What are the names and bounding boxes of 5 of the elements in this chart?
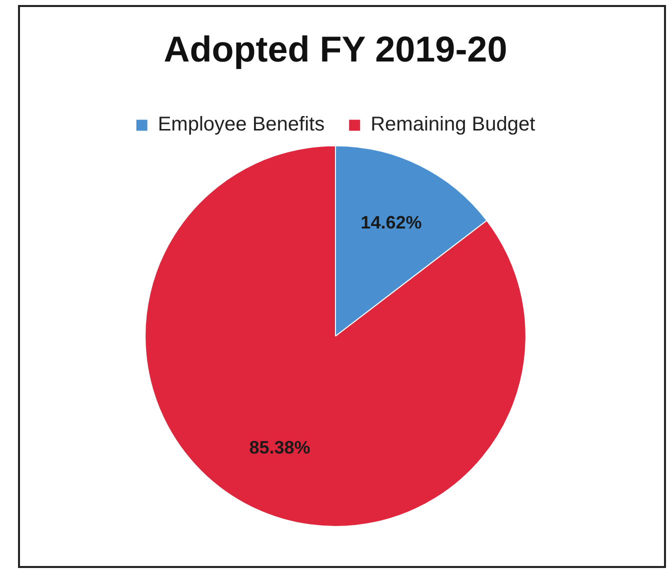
- legend-label: Remaining Budget: [370, 114, 536, 136]
- legend-label: Employee Benefits: [158, 114, 325, 136]
- data-label: 85.38%: [249, 438, 310, 458]
- data-label: 14.62%: [360, 212, 422, 232]
- chart-title: Adopted FY 2019-20: [164, 28, 508, 70]
